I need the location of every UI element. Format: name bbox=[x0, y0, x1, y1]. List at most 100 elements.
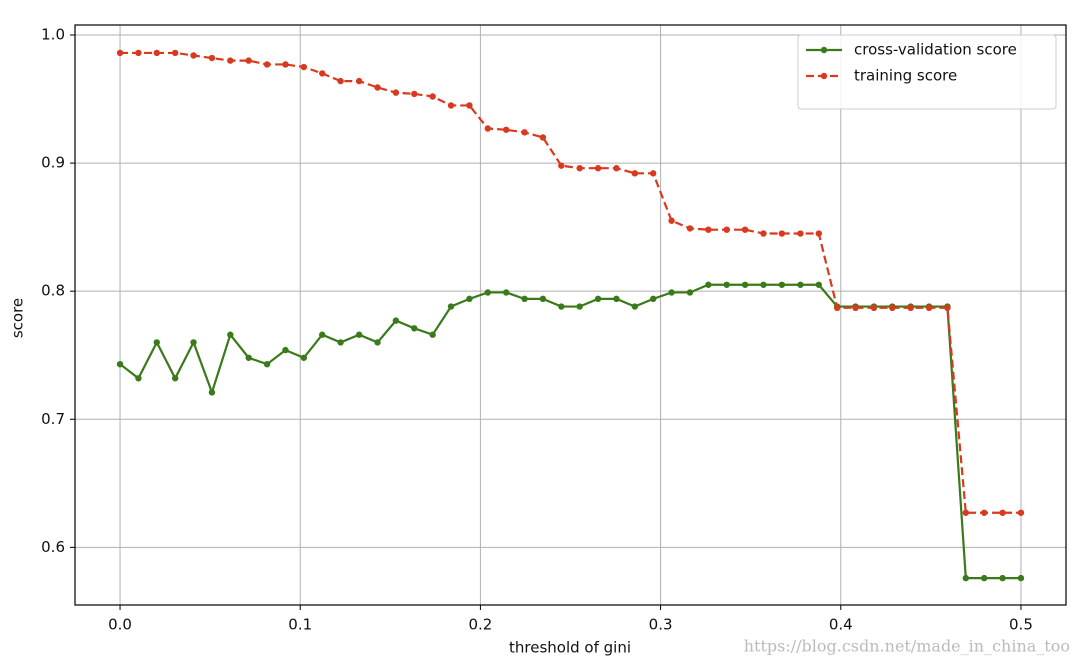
x-tick-label: 0.0 bbox=[108, 616, 132, 634]
data-point bbox=[741, 226, 749, 233]
data-point bbox=[686, 289, 694, 296]
legend-label: training score bbox=[854, 67, 957, 85]
data-point bbox=[558, 303, 565, 310]
y-tick-label: 0.7 bbox=[41, 410, 65, 428]
data-point bbox=[797, 281, 804, 288]
legend-marker bbox=[820, 46, 828, 54]
data-point bbox=[447, 303, 455, 310]
data-point bbox=[558, 162, 565, 169]
legend-marker bbox=[820, 72, 828, 80]
data-point bbox=[980, 509, 988, 516]
x-tick-label: 0.4 bbox=[829, 616, 853, 634]
x-tick-label: 0.2 bbox=[468, 616, 492, 634]
y-tick-label: 0.9 bbox=[41, 154, 65, 172]
data-point bbox=[686, 225, 694, 232]
data-point bbox=[263, 360, 271, 368]
data-point bbox=[466, 295, 473, 303]
data-point bbox=[300, 63, 308, 71]
data-point bbox=[668, 217, 675, 224]
data-point bbox=[429, 331, 436, 338]
data-point bbox=[650, 170, 657, 177]
data-point bbox=[797, 230, 804, 237]
data-point bbox=[374, 84, 381, 91]
data-point bbox=[815, 281, 822, 288]
data-point bbox=[502, 289, 510, 296]
data-point bbox=[208, 389, 216, 396]
data-point bbox=[723, 281, 730, 288]
data-point bbox=[337, 77, 344, 85]
data-point bbox=[613, 165, 620, 172]
data-point bbox=[521, 295, 528, 303]
y-tick-label: 0.8 bbox=[41, 282, 65, 300]
data-point bbox=[539, 295, 547, 303]
data-point bbox=[594, 295, 602, 303]
legend-box bbox=[797, 34, 1057, 110]
data-point bbox=[723, 226, 730, 233]
data-point bbox=[944, 304, 951, 312]
x-axis-label: threshold of gini bbox=[509, 639, 631, 657]
data-point bbox=[429, 93, 436, 100]
data-point bbox=[153, 339, 161, 346]
data-point bbox=[594, 165, 602, 172]
data-point bbox=[999, 574, 1006, 582]
data-point bbox=[282, 346, 289, 354]
data-point bbox=[190, 52, 197, 59]
data-point bbox=[631, 170, 639, 177]
data-point bbox=[650, 295, 657, 303]
data-point bbox=[135, 375, 142, 382]
data-point bbox=[907, 304, 914, 312]
data-point bbox=[337, 339, 344, 346]
data-point bbox=[980, 574, 988, 582]
data-point bbox=[962, 574, 970, 582]
data-point bbox=[392, 89, 400, 96]
data-point bbox=[484, 125, 491, 132]
data-point bbox=[171, 375, 179, 382]
data-point bbox=[208, 54, 216, 62]
data-point bbox=[631, 303, 639, 310]
data-point bbox=[282, 61, 289, 68]
data-point bbox=[502, 126, 510, 133]
x-tick-label: 0.1 bbox=[288, 616, 312, 634]
data-point bbox=[116, 360, 124, 368]
data-point bbox=[668, 289, 675, 296]
plot-frame bbox=[74, 24, 1067, 606]
data-point bbox=[999, 509, 1006, 516]
data-point bbox=[392, 317, 400, 324]
data-point bbox=[263, 61, 271, 68]
data-point bbox=[484, 289, 491, 296]
data-point bbox=[778, 230, 786, 237]
y-axis-label: score bbox=[9, 298, 27, 338]
data-point bbox=[116, 49, 124, 57]
data-point bbox=[576, 165, 583, 172]
data-point bbox=[466, 102, 473, 109]
data-point bbox=[300, 354, 308, 361]
data-point bbox=[760, 230, 767, 237]
data-point bbox=[153, 49, 161, 57]
data-point bbox=[962, 509, 970, 516]
data-point bbox=[815, 230, 822, 237]
data-point bbox=[411, 325, 418, 332]
data-point bbox=[374, 339, 381, 346]
y-tick-label: 0.6 bbox=[41, 538, 65, 556]
y-tick-label: 1.0 bbox=[41, 25, 65, 43]
data-point bbox=[889, 304, 896, 312]
data-point bbox=[171, 49, 179, 57]
data-point bbox=[778, 281, 786, 288]
data-point bbox=[319, 331, 326, 338]
data-point bbox=[760, 281, 767, 288]
data-point bbox=[411, 90, 418, 98]
data-point bbox=[1017, 574, 1025, 582]
data-point bbox=[705, 281, 712, 288]
data-point bbox=[925, 304, 933, 312]
data-point bbox=[227, 331, 234, 338]
data-point bbox=[539, 134, 547, 141]
data-point bbox=[447, 102, 455, 109]
legend-label: cross-validation score bbox=[854, 41, 1017, 59]
data-point bbox=[319, 70, 326, 77]
x-tick-label: 0.3 bbox=[649, 616, 673, 634]
data-point bbox=[521, 129, 528, 136]
x-tick-label: 0.5 bbox=[1009, 616, 1033, 634]
data-point bbox=[135, 49, 142, 57]
